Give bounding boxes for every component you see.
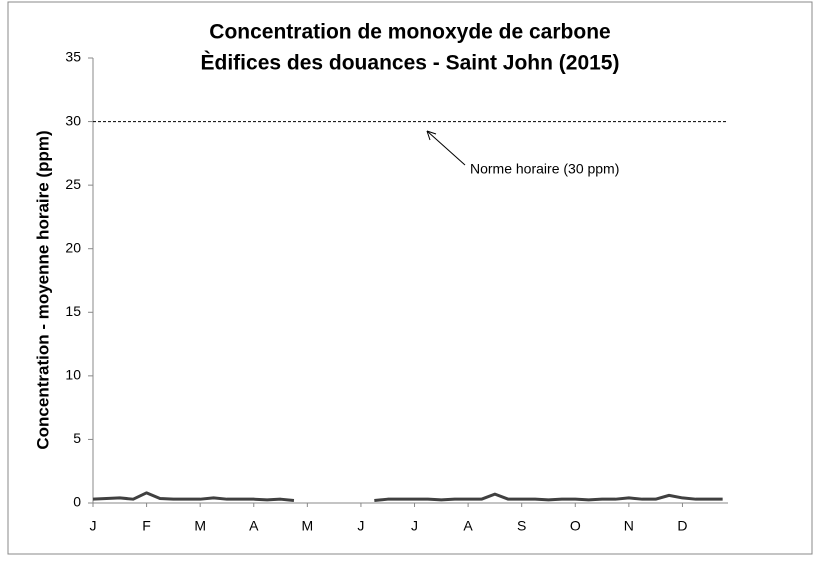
reference-label: Norme horaire (30 ppm) <box>470 161 619 177</box>
y-tick-label: 20 <box>65 239 81 255</box>
data-line <box>92 491 723 502</box>
y-tick-label: 0 <box>73 494 81 510</box>
x-tick-label: J <box>90 518 97 534</box>
x-tick-label: A <box>249 518 259 534</box>
chart-frame <box>7 1 813 555</box>
x-tick-label: J <box>411 518 418 534</box>
y-tick-label: 15 <box>65 303 81 319</box>
x-tick-label: D <box>677 518 687 534</box>
x-tick-label: N <box>624 518 634 534</box>
y-tick-label: 25 <box>65 176 81 192</box>
arrow-head <box>426 130 437 141</box>
y-tick-label: 10 <box>65 367 81 383</box>
chart-title: Concentration de monoxyde de carbone <box>209 21 610 44</box>
x-tick-label: A <box>463 518 473 534</box>
x-tick-label: M <box>194 518 206 534</box>
y-tick-label: 30 <box>65 112 81 128</box>
chart-subtitle: Èdifices des douances - Saint John (2015… <box>201 52 620 75</box>
x-tick-label: F <box>142 518 151 534</box>
y-axis-label: Concentration - moyenne horaire (ppm) <box>33 130 52 449</box>
x-tick-label: S <box>517 518 526 534</box>
x-tick-label: O <box>570 518 581 534</box>
annotation-arrow <box>426 130 466 166</box>
y-tick-label: 35 <box>65 49 81 65</box>
x-tick-label: J <box>357 518 364 534</box>
x-tick-label: M <box>302 518 314 534</box>
y-tick-label: 5 <box>73 430 81 446</box>
